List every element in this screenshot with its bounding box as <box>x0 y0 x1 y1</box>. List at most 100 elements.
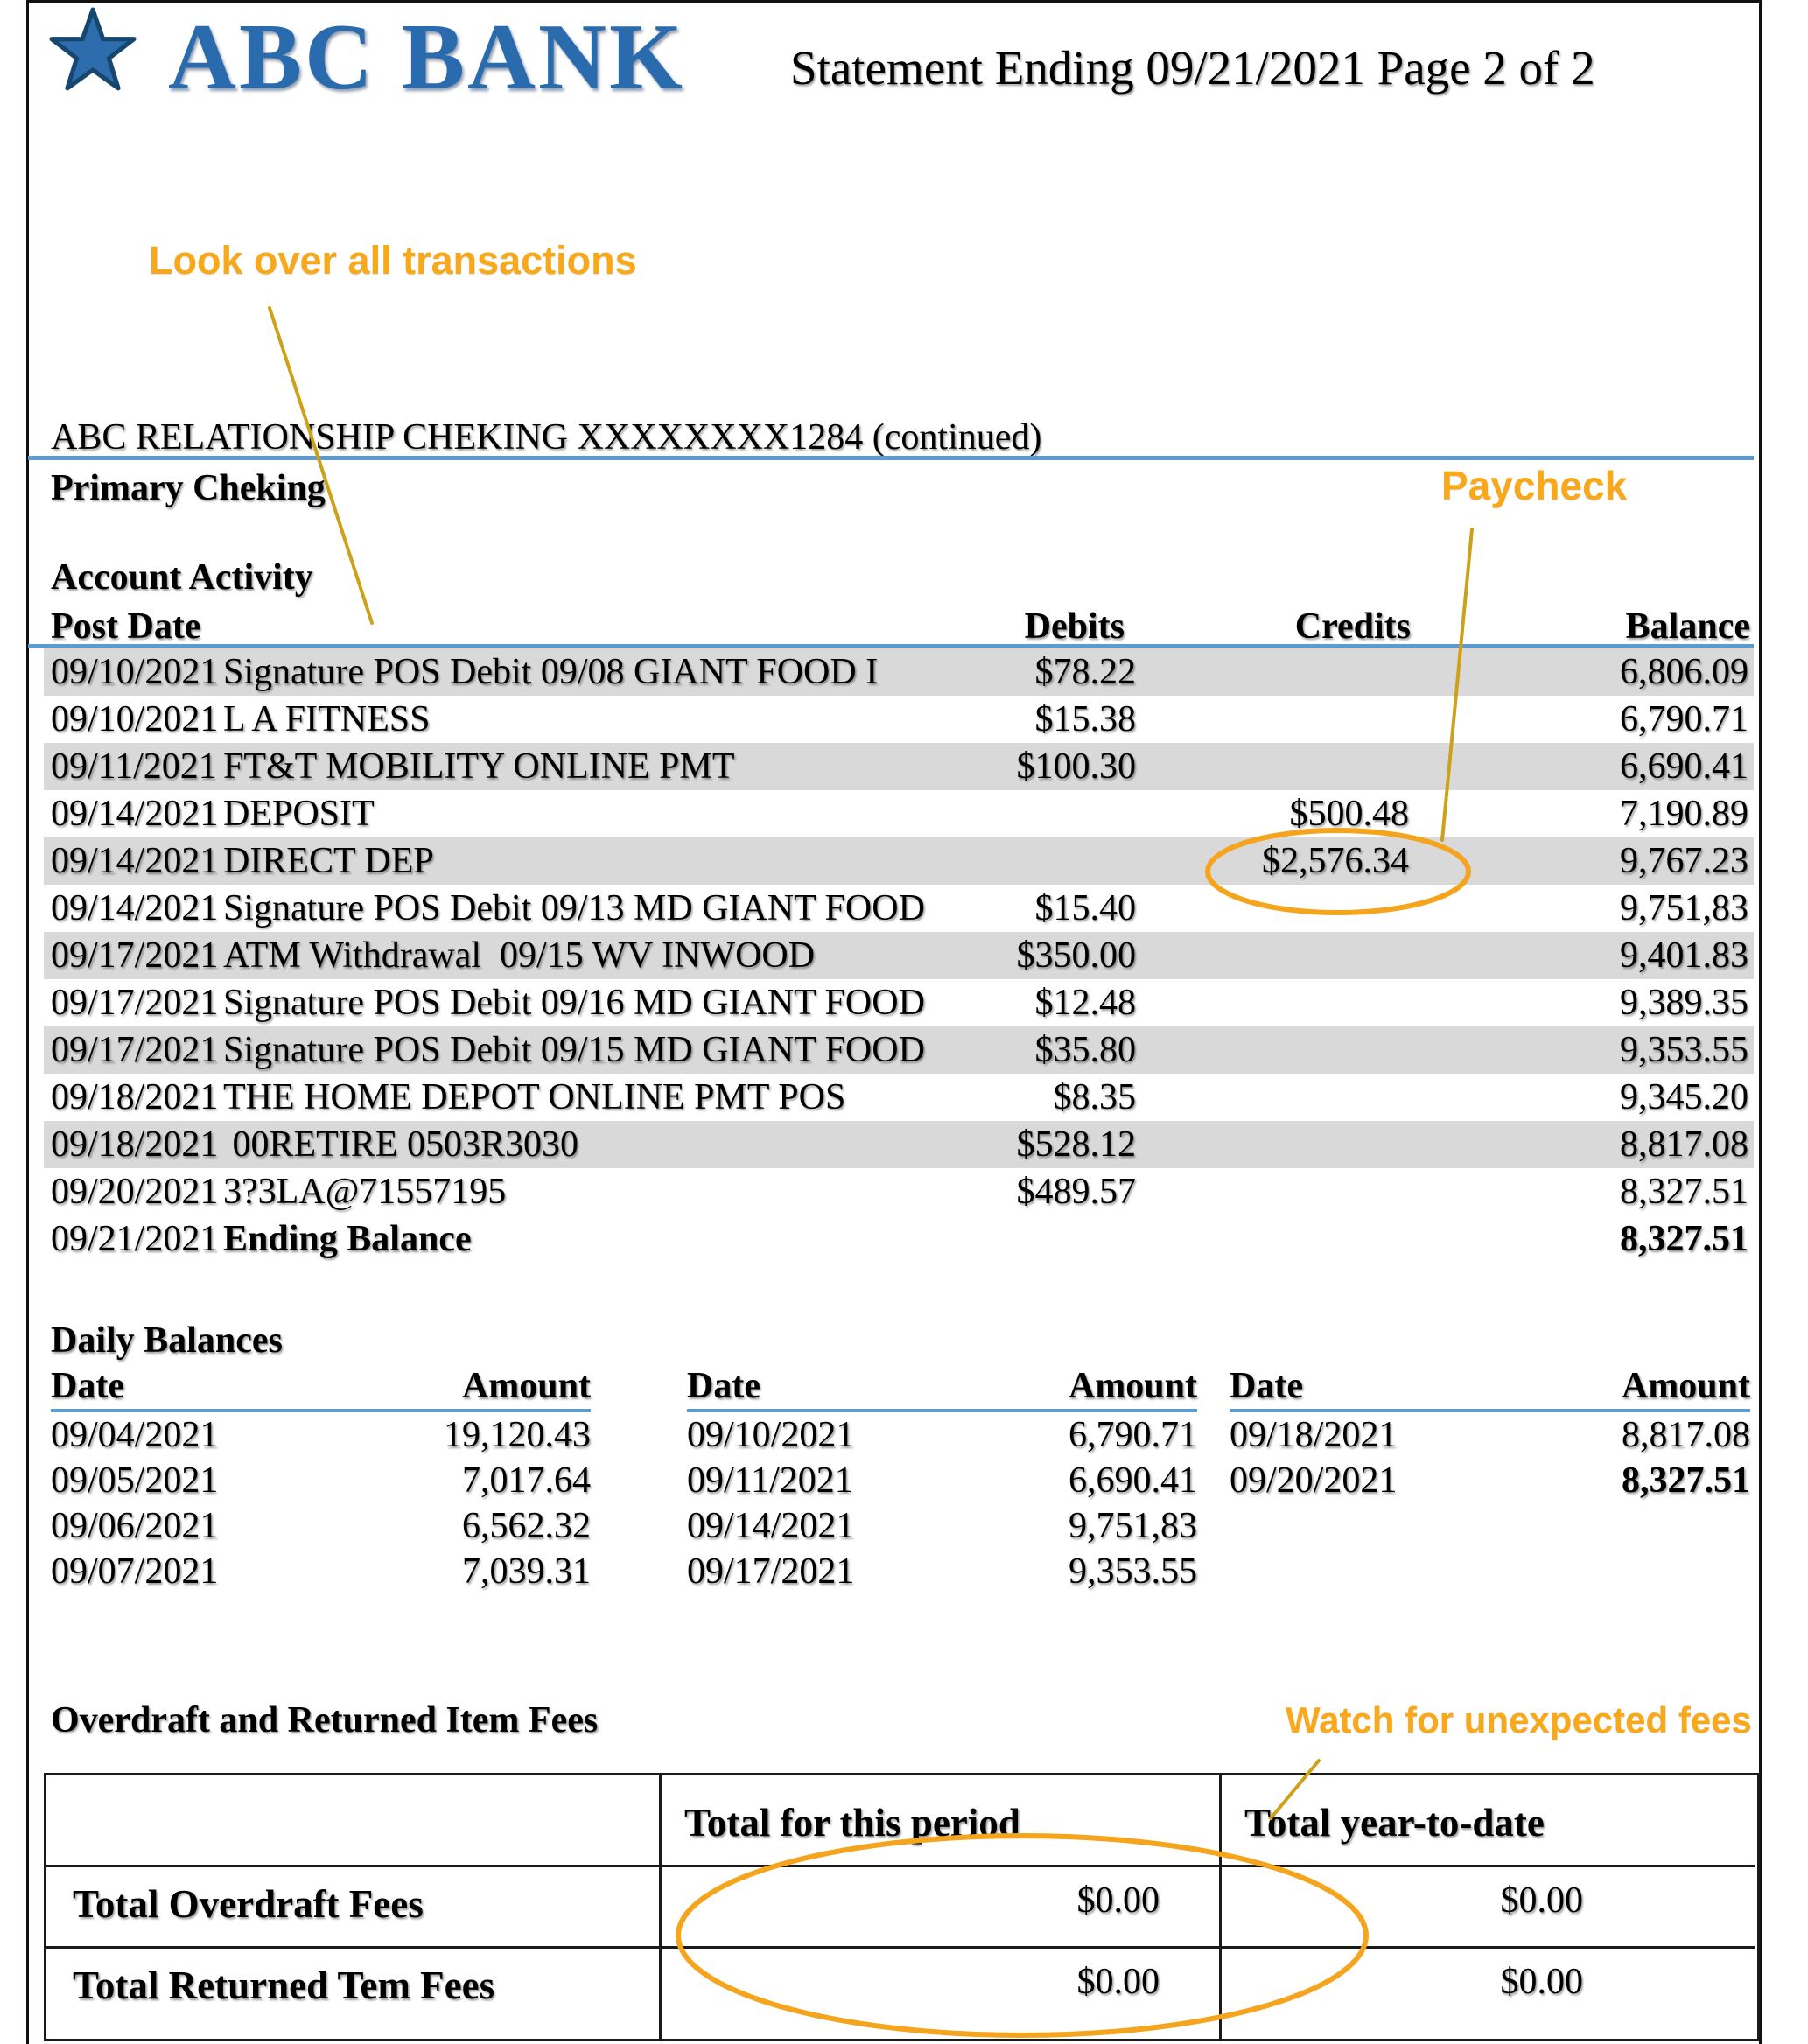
column-header-debits: Debits <box>1024 606 1125 647</box>
cell-date: 09/20/2021 <box>51 1172 219 1212</box>
cell-description: Signature POS Debit 09/16 MD GIANT FOOD <box>223 983 925 1023</box>
cell-date: 09/18/2021 <box>51 1077 219 1117</box>
annotation-paycheck: Paycheck <box>1441 463 1628 508</box>
cell-description: THE HOME DEPOT ONLINE PMT POS <box>223 1077 846 1117</box>
account-activity-title: Account Activity <box>51 557 313 598</box>
cell-description: Signature POS Debit 09/08 GIANT FOOD I <box>223 652 879 692</box>
cell-balance: 9,401.83 <box>1620 935 1748 976</box>
cell-debit: $8.35 <box>1053 1077 1137 1117</box>
cell-date: 09/10/2021 <box>51 699 219 739</box>
cell-amount: 8,817.08 <box>1622 1415 1750 1455</box>
cell-date: 09/18/2021 <box>51 1124 219 1165</box>
cell-balance: 9,389.35 <box>1620 983 1748 1023</box>
cell-description: L A FITNESS <box>223 699 431 739</box>
daily-header: Date Amount <box>1230 1365 1750 1407</box>
header-amount: Amount <box>1068 1366 1197 1406</box>
cell-amount: 9,751,83 <box>1069 1506 1197 1546</box>
page-right-border <box>1759 0 1762 2044</box>
daily-row: 09/18/2021 8,817.08 <box>1230 1412 1750 1458</box>
cell-date: 09/21/2021 <box>51 1219 219 1259</box>
cell-debit: $12.48 <box>1034 983 1137 1023</box>
daily-balances-group-3: Date Amount 09/18/2021 8,817.08 09/20/20… <box>1230 1365 1750 1503</box>
cell-description: Signature POS Debit 09/15 MD GIANT FOOD <box>223 1030 925 1070</box>
cell-date: 09/17/2021 <box>51 935 219 976</box>
cell-debit: $15.40 <box>1034 888 1137 928</box>
cell-date: 09/14/2021 <box>51 794 219 834</box>
cell-description: Ending Balance <box>223 1219 472 1259</box>
cell-description: 00RETIRE 0503R3030 <box>223 1124 579 1165</box>
cell-debit: $489.57 <box>1016 1172 1137 1212</box>
cell-date: 09/14/2021 <box>51 888 219 928</box>
cell-balance: 9,751,83 <box>1620 888 1748 928</box>
cell-description: 3?3LA@71557195 <box>223 1172 507 1212</box>
cell-amount: 7,017.64 <box>462 1460 591 1501</box>
daily-row: 09/10/2021 6,790.71 <box>687 1412 1197 1458</box>
daily-balances-title: Daily Balances <box>51 1320 283 1361</box>
cell-date: 09/17/2021 <box>51 1030 219 1070</box>
cell-date: 09/05/2021 <box>51 1460 219 1501</box>
cell-date: 09/06/2021 <box>51 1506 219 1546</box>
cell-date: 09/07/2021 <box>51 1551 219 1592</box>
cell-balance: 9,345.20 <box>1620 1077 1748 1117</box>
daily-balances-group-2: Date Amount 09/10/2021 6,790.71 09/11/20… <box>687 1365 1197 1594</box>
page-top-border <box>26 0 1762 3</box>
table-row-ending-balance: 09/21/2021 Ending Balance 8,327.51 <box>44 1215 1754 1263</box>
cell-amount: 6,562.32 <box>462 1506 591 1546</box>
fees-row-label: Total Overdraft Fees <box>46 1867 662 1949</box>
daily-row: 09/14/2021 9,751,83 <box>687 1503 1197 1549</box>
table-row: 09/18/2021 00RETIRE 0503R3030 $528.12 8,… <box>44 1121 1754 1168</box>
header-amount: Amount <box>461 1366 591 1406</box>
cell-debit: $528.12 <box>1016 1124 1137 1165</box>
cell-amount: 8,327.51 <box>1622 1460 1750 1501</box>
cell-date: 09/11/2021 <box>51 746 217 787</box>
cell-amount: 7,039.31 <box>462 1551 591 1592</box>
cell-credit: $2,576.34 <box>1262 841 1409 881</box>
table-row: 09/17/2021 Signature POS Debit 09/15 MD … <box>44 1026 1754 1074</box>
column-header-balance: Balance <box>1625 606 1750 647</box>
fees-cell-ytd: $0.00 <box>1500 1962 1584 2002</box>
fees-cell-period: $0.00 <box>662 1867 1222 1949</box>
cell-balance: 6,690.41 <box>1620 746 1748 787</box>
cell-balance: 8,327.51 <box>1620 1172 1748 1212</box>
statement-title: Statement Ending 09/21/2021 Page 2 of 2 <box>790 41 1595 94</box>
cell-description: DIRECT DEP <box>223 841 434 881</box>
table-row: 09/14/2021 DEPOSIT $500.48 7,190.89 <box>44 790 1754 837</box>
cell-date: 09/17/2021 <box>687 1551 855 1592</box>
daily-row: 09/05/2021 7,017.64 <box>51 1458 591 1503</box>
cell-amount: 9,353.55 <box>1069 1551 1197 1592</box>
fees-table: Total for this period Total year-to-date… <box>44 1773 1760 2041</box>
cell-credit: $500.48 <box>1289 794 1410 834</box>
cell-description: ATM Withdrawal 09/15 WV INWOOD <box>223 935 816 976</box>
daily-row: 09/04/2021 19,120.43 <box>51 1412 591 1458</box>
cell-balance: 6,806.09 <box>1620 652 1748 692</box>
activity-table: 09/10/2021 Signature POS Debit 09/08 GIA… <box>44 648 1754 1263</box>
cell-debit: $100.30 <box>1016 746 1137 787</box>
cell-date: 09/14/2021 <box>51 841 219 881</box>
cell-date: 09/10/2021 <box>687 1415 855 1455</box>
cell-balance: 8,327.51 <box>1620 1219 1748 1259</box>
table-row: 09/14/2021 Signature POS Debit 09/13 MD … <box>44 885 1754 932</box>
cell-debit: $15.38 <box>1034 699 1137 739</box>
daily-balances-group-1: Date Amount 09/04/2021 19,120.43 09/05/2… <box>51 1365 591 1594</box>
header-date: Date <box>51 1366 124 1406</box>
bank-logo-text: ABC BANK <box>168 5 686 109</box>
account-heading: ABC RELATIONSHIP CHEKING XXXXXXXX1284 (c… <box>51 417 1042 458</box>
cell-balance: 7,190.89 <box>1620 794 1748 834</box>
cell-debit: $78.22 <box>1034 652 1137 692</box>
table-row: 09/20/2021 3?3LA@71557195 $489.57 8,327.… <box>44 1168 1754 1215</box>
table-row: 09/17/2021 Signature POS Debit 09/16 MD … <box>44 979 1754 1026</box>
fees-row-label: Total Returned Tem Fees <box>46 1949 662 2039</box>
daily-row: 09/17/2021 9,353.55 <box>687 1549 1197 1594</box>
daily-row: 09/20/2021 8,327.51 <box>1230 1458 1750 1503</box>
fees-cell-period: $0.00 <box>662 1949 1222 2039</box>
table-row: 09/11/2021 FT&T MOBILITY ONLINE PMT $100… <box>44 743 1754 790</box>
header-amount: Amount <box>1621 1366 1750 1406</box>
cell-debit: $35.80 <box>1034 1030 1137 1070</box>
fees-header-ytd: Total year-to-date <box>1222 1775 1755 1867</box>
table-row: 09/10/2021 Signature POS Debit 09/08 GIA… <box>44 648 1754 696</box>
divider-rule <box>28 456 1754 460</box>
page-left-border <box>26 0 29 2044</box>
star-icon <box>49 7 137 91</box>
cell-debit: $350.00 <box>1016 935 1137 976</box>
